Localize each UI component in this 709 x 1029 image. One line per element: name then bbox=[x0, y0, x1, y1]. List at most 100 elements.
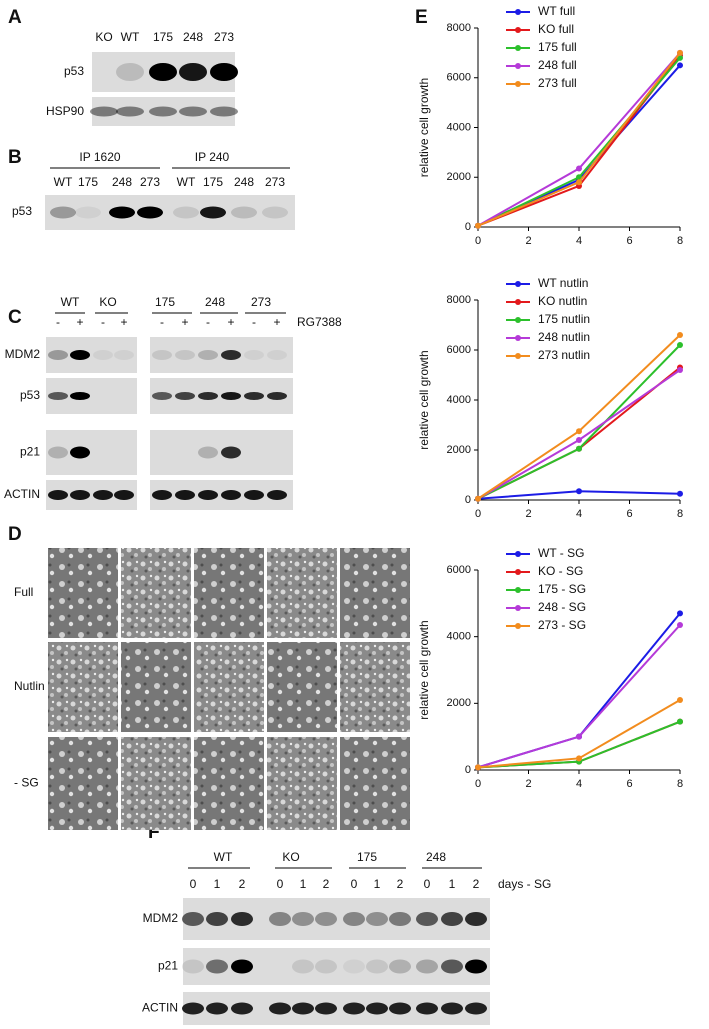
point bbox=[677, 622, 683, 628]
y-axis-label: relative cell growth bbox=[417, 78, 431, 177]
label: WT bbox=[54, 175, 73, 189]
band bbox=[441, 959, 463, 974]
band bbox=[416, 959, 438, 974]
y-tick-label: 6000 bbox=[447, 564, 471, 576]
label: + bbox=[76, 315, 83, 329]
band bbox=[416, 1002, 438, 1015]
band bbox=[198, 490, 218, 500]
band bbox=[244, 392, 264, 400]
y-tick-label: 2000 bbox=[447, 444, 471, 456]
label: 2 bbox=[323, 877, 330, 891]
y-tick-label: 4000 bbox=[447, 394, 471, 406]
label: 175 bbox=[357, 850, 377, 864]
band bbox=[231, 912, 253, 926]
label: 0 bbox=[424, 877, 431, 891]
legend-marker bbox=[515, 81, 521, 87]
point bbox=[576, 445, 582, 452]
label: 1 bbox=[214, 877, 221, 891]
micrograph bbox=[267, 737, 337, 830]
label: + bbox=[120, 315, 127, 329]
label: WT bbox=[121, 30, 140, 44]
label: ACTIN bbox=[142, 1001, 178, 1015]
band bbox=[292, 1002, 314, 1015]
band bbox=[292, 959, 314, 974]
label: MDM2 bbox=[5, 347, 41, 361]
point bbox=[677, 62, 683, 69]
label: ACTIN bbox=[4, 487, 40, 501]
band bbox=[114, 350, 134, 360]
label: p21 bbox=[158, 959, 178, 973]
legend-label: 273 nutlin bbox=[538, 348, 590, 362]
label: p53 bbox=[12, 204, 32, 218]
band bbox=[175, 350, 195, 360]
legend-label: 273 - SG bbox=[538, 618, 586, 632]
band bbox=[267, 490, 287, 500]
band bbox=[292, 912, 314, 926]
y-tick-label: 8000 bbox=[447, 22, 471, 34]
point bbox=[576, 165, 582, 172]
band bbox=[50, 206, 76, 219]
label: p21 bbox=[20, 445, 40, 459]
label: 0 bbox=[277, 877, 284, 891]
point bbox=[677, 718, 683, 725]
band bbox=[465, 959, 487, 974]
label: 273 bbox=[214, 30, 234, 44]
band bbox=[48, 350, 68, 360]
panel-label: D bbox=[8, 524, 22, 545]
band bbox=[75, 206, 101, 219]
point bbox=[677, 697, 683, 703]
band bbox=[206, 959, 228, 974]
label: Full bbox=[14, 585, 33, 599]
panel-label: A bbox=[8, 7, 22, 28]
band bbox=[221, 392, 241, 400]
panel-label: B bbox=[8, 147, 22, 168]
x-tick-label: 2 bbox=[525, 778, 531, 790]
band bbox=[366, 959, 388, 974]
legend-marker bbox=[515, 63, 521, 69]
point bbox=[576, 488, 582, 495]
legend-marker bbox=[515, 45, 521, 51]
series-line bbox=[477, 52, 681, 227]
series-line bbox=[477, 64, 681, 227]
band bbox=[152, 490, 172, 500]
micrograph bbox=[48, 737, 118, 830]
micrograph bbox=[267, 642, 337, 732]
label: - bbox=[56, 315, 60, 329]
label: - bbox=[252, 315, 256, 329]
x-tick-label: 0 bbox=[475, 508, 481, 520]
point bbox=[576, 437, 582, 443]
blot bbox=[45, 195, 295, 230]
band bbox=[269, 1002, 291, 1015]
point bbox=[576, 755, 582, 762]
band bbox=[109, 206, 135, 219]
band bbox=[70, 490, 90, 500]
panel-label: F bbox=[148, 822, 160, 843]
legend-label: WT nutlin bbox=[538, 276, 588, 290]
micrograph bbox=[267, 548, 337, 638]
y-tick-label: 4000 bbox=[447, 631, 471, 643]
band bbox=[175, 490, 195, 500]
point bbox=[475, 495, 481, 502]
label: 1 bbox=[449, 877, 456, 891]
label: p53 bbox=[64, 64, 84, 78]
band bbox=[267, 392, 287, 400]
legend-marker bbox=[515, 299, 521, 305]
label: - bbox=[160, 315, 164, 329]
point bbox=[677, 367, 683, 373]
micrograph bbox=[121, 642, 191, 732]
series-line bbox=[477, 54, 681, 227]
y-tick-label: 2000 bbox=[447, 171, 471, 183]
label: 248 bbox=[183, 30, 203, 44]
blot bbox=[92, 97, 235, 126]
band bbox=[114, 490, 134, 500]
band bbox=[441, 1002, 463, 1015]
blot bbox=[46, 430, 137, 475]
micrograph bbox=[340, 737, 410, 830]
band bbox=[231, 206, 257, 219]
band bbox=[269, 912, 291, 926]
y-tick-label: 0 bbox=[465, 494, 471, 506]
label: 273 bbox=[265, 175, 285, 189]
label: WT bbox=[61, 295, 80, 309]
